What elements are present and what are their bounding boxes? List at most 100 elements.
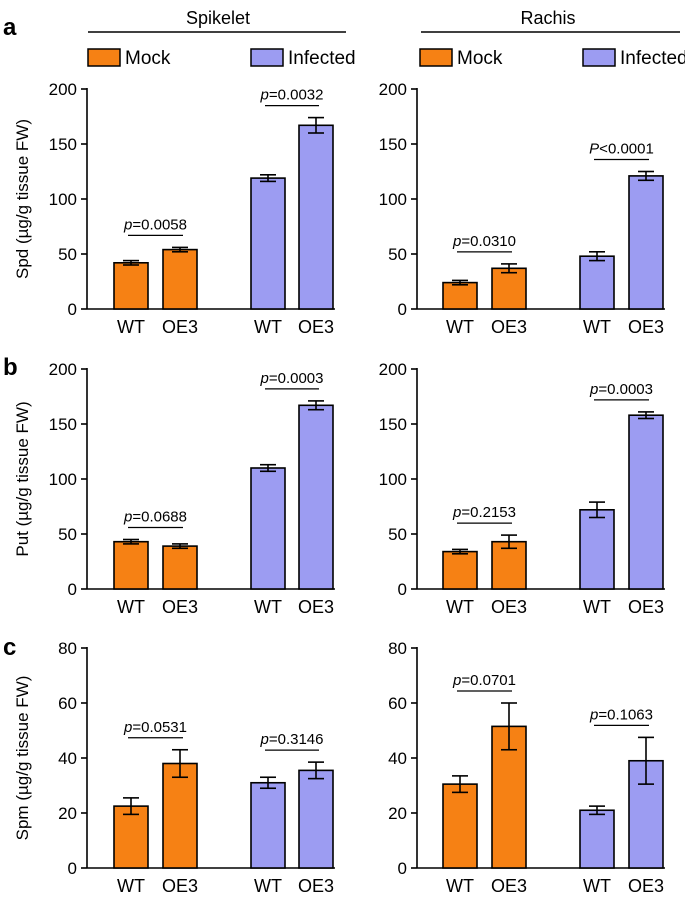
x-tick-label: WT — [446, 876, 474, 896]
p-symbol: p — [123, 719, 132, 736]
p-value: 0.0701 — [470, 672, 516, 689]
y-axis-title: Spd (µg/g tissue FW) — [13, 119, 32, 279]
p-value-label: P<0.0001 — [589, 141, 654, 158]
p-symbol: p — [123, 216, 132, 233]
bar-mock-oe3 — [491, 540, 527, 590]
p-value-label: p=0.1063 — [589, 706, 653, 723]
p-symbol: P — [589, 141, 599, 158]
p-value-label: p=0.0003 — [260, 370, 324, 387]
p-operator: < — [599, 141, 608, 158]
y-tick-label: 200 — [379, 360, 407, 379]
p-value-label: p=0.0688 — [123, 509, 187, 526]
y-tick-label: 150 — [379, 135, 407, 154]
legend-label-infected: Infected — [288, 48, 356, 69]
bar-mock-wt — [113, 540, 149, 590]
p-value: 0.0003 — [278, 370, 324, 387]
p-value-label: p=0.2153 — [452, 504, 516, 521]
y-tick-label: 60 — [388, 694, 407, 713]
y-tick-label: 100 — [49, 470, 77, 489]
p-value-label: p=0.0701 — [452, 672, 516, 689]
bar-mock-oe3 — [162, 762, 198, 869]
p-symbol: p — [123, 509, 132, 526]
x-tick-label: OE3 — [491, 317, 527, 337]
y-tick-label: 80 — [388, 639, 407, 658]
bar-infected-wt — [250, 177, 286, 310]
y-tick-label: 20 — [58, 804, 77, 823]
y-tick-label: 100 — [379, 470, 407, 489]
x-tick-label: WT — [254, 876, 282, 896]
y-tick-label: 200 — [49, 80, 77, 99]
column-title-rachis: Rachis — [520, 8, 575, 28]
x-tick-label: OE3 — [298, 597, 334, 617]
legend-swatch-infected — [582, 48, 616, 67]
y-tick-label: 80 — [58, 639, 77, 658]
bar-mock-oe3 — [491, 267, 527, 310]
y-tick-label: 150 — [379, 415, 407, 434]
p-operator: = — [598, 706, 607, 723]
y-tick-label: 40 — [58, 749, 77, 768]
p-symbol: p — [589, 706, 598, 723]
p-value-label: p=0.3146 — [260, 731, 324, 748]
bar-infected-wt — [579, 809, 615, 869]
y-tick-label: 150 — [49, 415, 77, 434]
p-symbol: p — [452, 672, 461, 689]
p-operator: = — [132, 509, 141, 526]
p-operator: = — [461, 504, 470, 521]
p-symbol: p — [260, 370, 269, 387]
y-tick-label: 50 — [58, 245, 77, 264]
bar-infected-oe3 — [298, 404, 334, 590]
legend-swatch-infected — [250, 48, 284, 67]
x-tick-label: WT — [254, 597, 282, 617]
y-tick-label: 0 — [68, 580, 77, 599]
x-tick-label: OE3 — [628, 876, 664, 896]
bar-infected-wt — [250, 781, 286, 869]
bar-mock-oe3 — [162, 248, 198, 310]
p-symbol: p — [260, 87, 269, 104]
p-operator: = — [269, 731, 278, 748]
column-title-spikelet: Spikelet — [186, 8, 250, 28]
legend-label-infected: Infected — [620, 48, 685, 69]
bar-infected-wt — [579, 508, 615, 590]
p-value: 0.0001 — [608, 141, 654, 158]
y-tick-label: 20 — [388, 804, 407, 823]
p-value-label: p=0.0531 — [123, 719, 187, 736]
p-value-label: p=0.0058 — [123, 216, 187, 233]
x-tick-label: OE3 — [491, 597, 527, 617]
p-operator: = — [269, 370, 278, 387]
y-tick-label: 40 — [388, 749, 407, 768]
bar-infected-wt — [250, 467, 286, 590]
bar-infected-oe3 — [628, 414, 664, 590]
x-tick-label: WT — [446, 317, 474, 337]
y-tick-label: 100 — [379, 190, 407, 209]
bar-infected-wt — [579, 255, 615, 310]
x-tick-label: WT — [583, 597, 611, 617]
y-axis-title: Put (µg/g tissue FW) — [13, 401, 32, 556]
y-tick-label: 0 — [68, 859, 77, 878]
legend-label-mock: Mock — [457, 48, 503, 69]
bar-mock-wt — [113, 805, 149, 869]
bar-mock-oe3 — [162, 545, 198, 590]
y-tick-label: 0 — [68, 300, 77, 319]
bar-mock-wt — [113, 261, 149, 310]
x-tick-label: WT — [117, 317, 145, 337]
p-operator: = — [461, 233, 470, 250]
p-symbol: p — [452, 233, 461, 250]
p-value: 0.0058 — [141, 216, 187, 233]
legend-label-mock: Mock — [125, 48, 171, 69]
p-value: 0.3146 — [278, 731, 324, 748]
y-tick-label: 150 — [49, 135, 77, 154]
p-value-label: p=0.0032 — [260, 87, 324, 104]
x-tick-label: WT — [446, 597, 474, 617]
p-value-label: p=0.0310 — [452, 233, 516, 250]
y-tick-label: 60 — [58, 694, 77, 713]
y-tick-label: 0 — [398, 580, 407, 599]
x-tick-label: OE3 — [628, 597, 664, 617]
x-tick-label: WT — [583, 317, 611, 337]
bar-infected-oe3 — [298, 124, 334, 310]
chart-a-rachis: 0 50 100 150 200 WT OE3 WT OE3 p=0.0310 P<0.0001 — [379, 80, 665, 337]
p-value: 0.2153 — [470, 504, 516, 521]
